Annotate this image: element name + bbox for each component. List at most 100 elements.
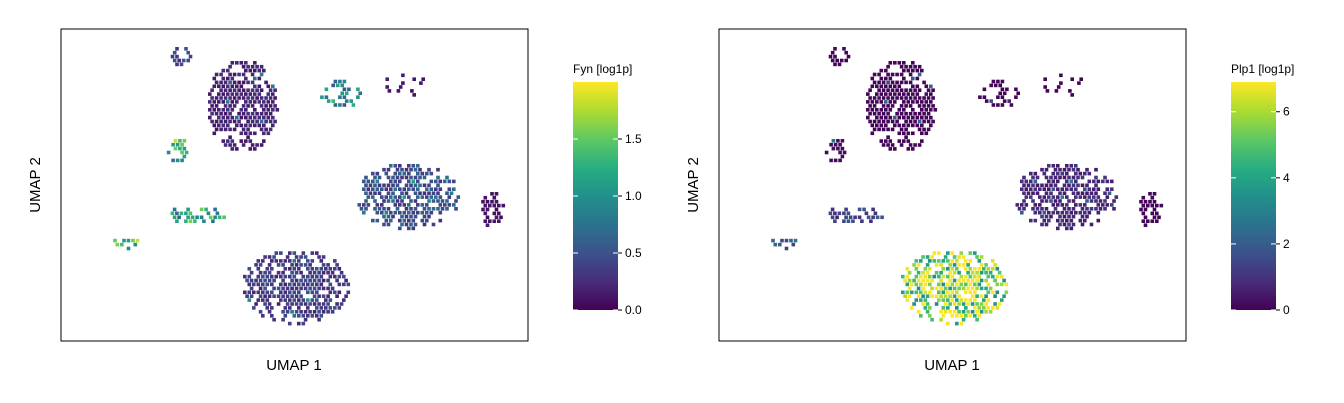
umap-point (270, 290, 274, 295)
umap-point (214, 111, 219, 116)
umap-point (970, 302, 975, 306)
umap-point (1000, 95, 1005, 99)
umap-point (879, 123, 884, 128)
umap-point (984, 278, 988, 283)
umap-point (1074, 210, 1078, 215)
umap-point (210, 104, 214, 108)
umap-point (250, 80, 255, 85)
umap-point (830, 215, 835, 220)
umap-point (239, 139, 244, 143)
umap-point (494, 199, 499, 204)
umap-point (1139, 207, 1143, 212)
umap-point (943, 302, 948, 306)
umap-point (175, 158, 180, 163)
umap-point (897, 61, 902, 65)
umap-point (901, 290, 905, 295)
umap-point (248, 100, 253, 104)
umap-point (928, 259, 932, 263)
umap-point (973, 267, 977, 271)
umap-point (230, 147, 235, 151)
umap-point (950, 282, 955, 287)
umap-point (438, 179, 443, 184)
umap-point (1033, 218, 1038, 223)
umap-point (349, 99, 353, 103)
umap-point (1155, 203, 1159, 208)
umap-point (268, 127, 273, 132)
umap-point (934, 270, 939, 275)
umap-point (986, 282, 991, 287)
umap-point (299, 278, 303, 283)
umap-point (908, 111, 913, 116)
umap-point (866, 115, 870, 120)
umap-point (925, 278, 930, 283)
umap-point (285, 255, 290, 259)
umap-point (893, 123, 897, 128)
umap-point (250, 143, 255, 147)
umap-point (1051, 210, 1056, 215)
umap-point (391, 214, 395, 219)
umap-point (1020, 203, 1024, 207)
umap-point (833, 211, 837, 216)
umap-point (1070, 93, 1074, 97)
umap-point (226, 115, 230, 120)
umap-point (301, 314, 306, 318)
umap-point (324, 267, 328, 271)
umap-point (184, 219, 188, 223)
umap-point (1045, 89, 1050, 93)
umap-point (330, 286, 335, 291)
umap-point (975, 310, 979, 314)
umap-point (413, 222, 418, 227)
umap-point (241, 104, 246, 108)
umap-point (957, 270, 961, 275)
umap-point (979, 270, 984, 275)
umap-point (292, 274, 297, 279)
umap-point (306, 282, 310, 287)
umap-point (241, 80, 246, 85)
umap-point (409, 167, 413, 172)
umap-point (454, 199, 458, 203)
umap-point (1083, 187, 1087, 191)
umap-point (303, 278, 308, 283)
umap-point (955, 259, 959, 263)
umap-point (485, 207, 490, 212)
umap-point (373, 175, 377, 180)
umap-point (995, 290, 1000, 295)
umap-point (337, 274, 342, 279)
umap-point (914, 267, 919, 271)
umap-point (485, 199, 490, 204)
umap-point (308, 286, 312, 291)
umap-point (244, 100, 248, 104)
umap-point (219, 88, 223, 92)
umap-point (1150, 203, 1155, 208)
umap-point (793, 238, 798, 243)
umap-point (921, 302, 925, 306)
umap-point (833, 54, 837, 59)
umap-point (897, 92, 902, 96)
umap-point (377, 207, 382, 211)
umap-point (890, 80, 895, 85)
umap-point (438, 203, 443, 207)
umap-point (984, 310, 988, 314)
umap-point (1152, 215, 1157, 220)
umap-point (208, 215, 213, 220)
umap-point (306, 298, 310, 302)
umap-point (886, 96, 890, 100)
umap-point (910, 290, 914, 295)
umap-point (984, 302, 988, 306)
umap-point (262, 68, 266, 73)
umap-point (239, 123, 244, 128)
umap-point (1056, 210, 1060, 215)
umap-point (1152, 199, 1157, 204)
umap-point (328, 298, 333, 302)
umap-point (1060, 195, 1065, 199)
umap-point (912, 302, 916, 306)
umap-point (1033, 187, 1038, 191)
umap-point (868, 88, 872, 92)
umap-point (362, 210, 366, 215)
umap-point (490, 199, 494, 204)
umap-point (431, 222, 436, 227)
umap-point (903, 294, 907, 298)
umap-point (223, 88, 228, 92)
umap-point (422, 183, 427, 188)
umap-point (1089, 199, 1094, 203)
